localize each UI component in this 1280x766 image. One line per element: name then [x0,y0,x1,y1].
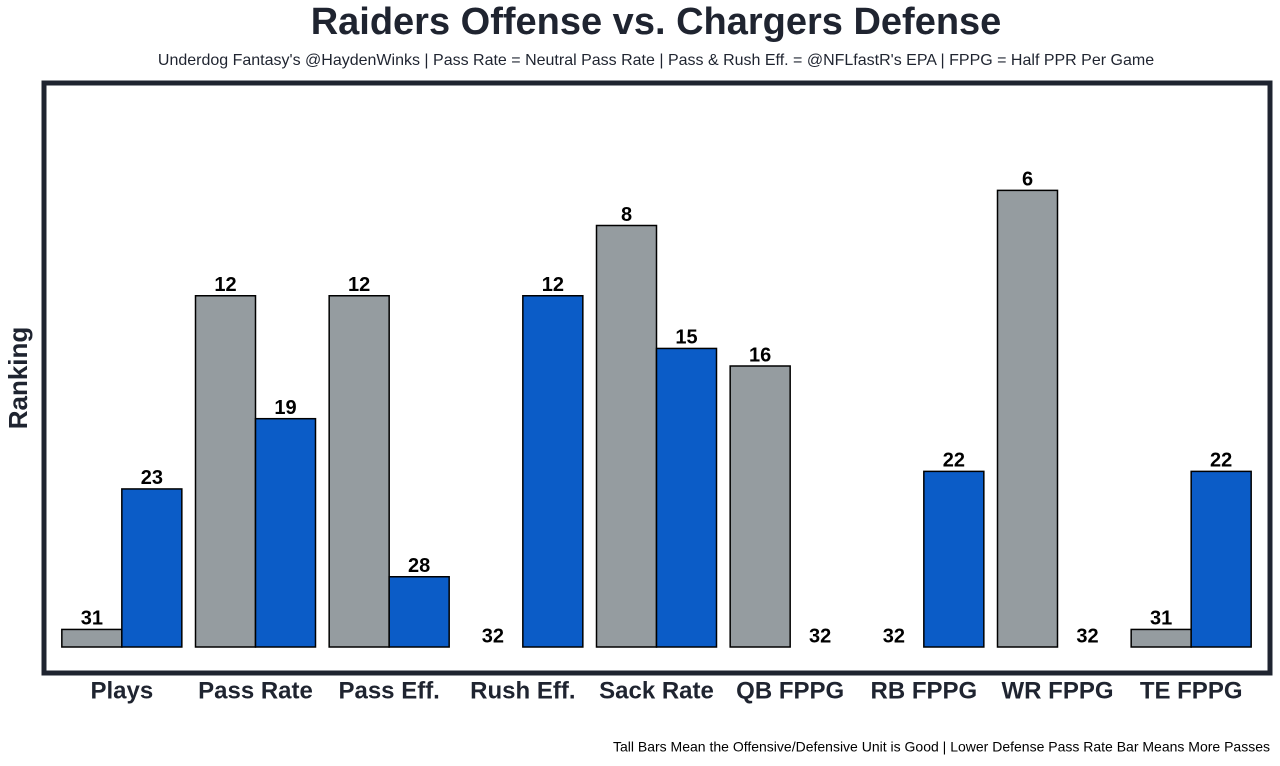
x-tick-label: Plays [90,677,153,704]
x-tick-label: WR FPPG [1002,677,1114,704]
data-label: 15 [675,327,697,349]
bar [729,365,791,648]
x-tick-label: Sack Rate [599,677,714,704]
bar [1190,470,1252,648]
data-label: 32 [1076,625,1098,647]
x-tick-label: Pass Eff. [338,677,439,704]
bar [1130,628,1192,648]
chart-title: Raiders Offense vs. Chargers Defense [311,1,1002,43]
data-label: 31 [81,608,103,630]
data-label: 28 [408,555,430,577]
data-label: 22 [943,450,965,472]
data-label: 16 [749,344,771,366]
data-label: 12 [348,274,370,296]
data-label: 31 [1150,608,1172,630]
data-label: 22 [1210,450,1232,472]
bar [194,295,257,648]
data-label: 32 [809,625,831,647]
bar [923,470,985,648]
bar [655,347,718,648]
bar [996,189,1059,648]
data-label: 19 [274,397,296,419]
y-axis-label: Ranking [3,327,33,430]
bar [254,417,317,648]
data-label: 32 [883,625,905,647]
bar [388,576,450,648]
bar [595,224,658,648]
data-label: 12 [214,274,236,296]
data-label: 23 [141,467,163,489]
bar [328,295,390,648]
data-label: 12 [542,274,564,296]
chart-subtitle: Underdog Fantasy's @HaydenWinks | Pass R… [158,52,1154,69]
x-tick-label: TE FPPG [1140,677,1243,704]
bar [121,488,183,648]
x-tick-label: QB FPPG [736,677,844,704]
data-label: 8 [621,204,632,226]
data-label: 32 [482,625,504,647]
footnote: Tall Bars Mean the Offensive/Defensive U… [613,739,1270,755]
bar [61,628,123,648]
x-tick-label: RB FPPG [870,677,977,704]
plot-frame [41,80,1273,676]
data-label: 6 [1022,169,1033,191]
x-tick-label: Rush Eff. [470,677,575,704]
x-tick-label: Pass Rate [198,677,313,704]
bar [522,295,584,648]
